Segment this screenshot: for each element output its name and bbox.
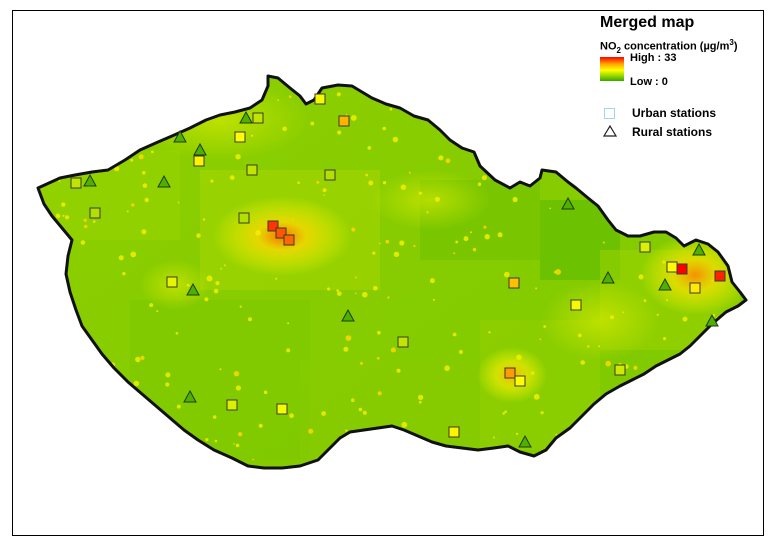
rural-station-marker [183,389,197,403]
urban-station-marker [234,131,246,143]
urban-station-marker [639,241,651,253]
urban-station-marker [283,234,295,246]
rural-stations-layer [83,110,719,448]
legend-concentration-suffix: concentration (µg/m [620,40,730,53]
urban-station-marker [448,426,460,438]
rural-station-marker [658,277,672,291]
rural-station-marker [705,313,719,327]
urban-station-marker [70,177,82,189]
legend-low-label: Low : 0 [630,76,668,88]
urban-station-marker [514,375,526,387]
urban-station-marker [314,93,326,105]
legend-concentration-label: NO2 concentration (µg/m3) [600,38,737,55]
legend-color-ramp [600,57,624,81]
urban-station-marker [689,282,701,294]
urban-station-marker [276,403,288,415]
legend-high-label: High : 33 [630,52,677,64]
urban-station-marker [89,207,101,219]
urban-station-marker [338,115,350,127]
rural-station-marker [561,196,575,210]
urban-station-marker [714,270,726,282]
urban-station-marker [324,169,336,181]
urban-station-marker [397,336,409,348]
rural-station-marker [186,282,200,296]
rural-station-marker [341,308,355,322]
legend-unit-superscript: 3 [729,38,734,47]
legend-rural-label: Rural stations [632,125,713,139]
legend-title: Merged map [600,14,695,31]
rural-station-marker [193,142,207,156]
urban-station-marker [275,227,287,239]
legend-concentration-subscript: 2 [616,45,621,55]
rural-station-marker [173,129,187,143]
urban-station-marker [267,220,279,232]
rural-station-triangle-icon [603,125,617,137]
urban-station-marker [508,277,520,289]
urban-station-marker [246,164,258,176]
rural-station-marker [239,110,253,124]
rural-station-marker [518,434,532,448]
urban-station-marker [226,399,238,411]
rural-station-marker [692,242,706,256]
legend-urban-label: Urban stations [632,106,717,120]
urban-station-marker [504,367,516,379]
urban-station-marker [676,263,688,275]
urban-station-marker [193,155,205,167]
urban-station-marker [238,212,250,224]
urban-station-marker [166,276,178,288]
rural-station-marker [601,270,615,284]
urban-station-marker [614,364,626,376]
rural-station-marker [157,174,171,188]
urban-station-marker [666,261,678,273]
rural-station-marker [83,173,97,187]
urban-station-square-icon [604,108,615,119]
legend-unit-close: ) [733,40,738,53]
urban-station-marker [252,112,264,124]
urban-stations-layer [70,93,726,438]
legend-concentration-prefix: NO [600,40,617,53]
urban-station-marker [570,299,582,311]
